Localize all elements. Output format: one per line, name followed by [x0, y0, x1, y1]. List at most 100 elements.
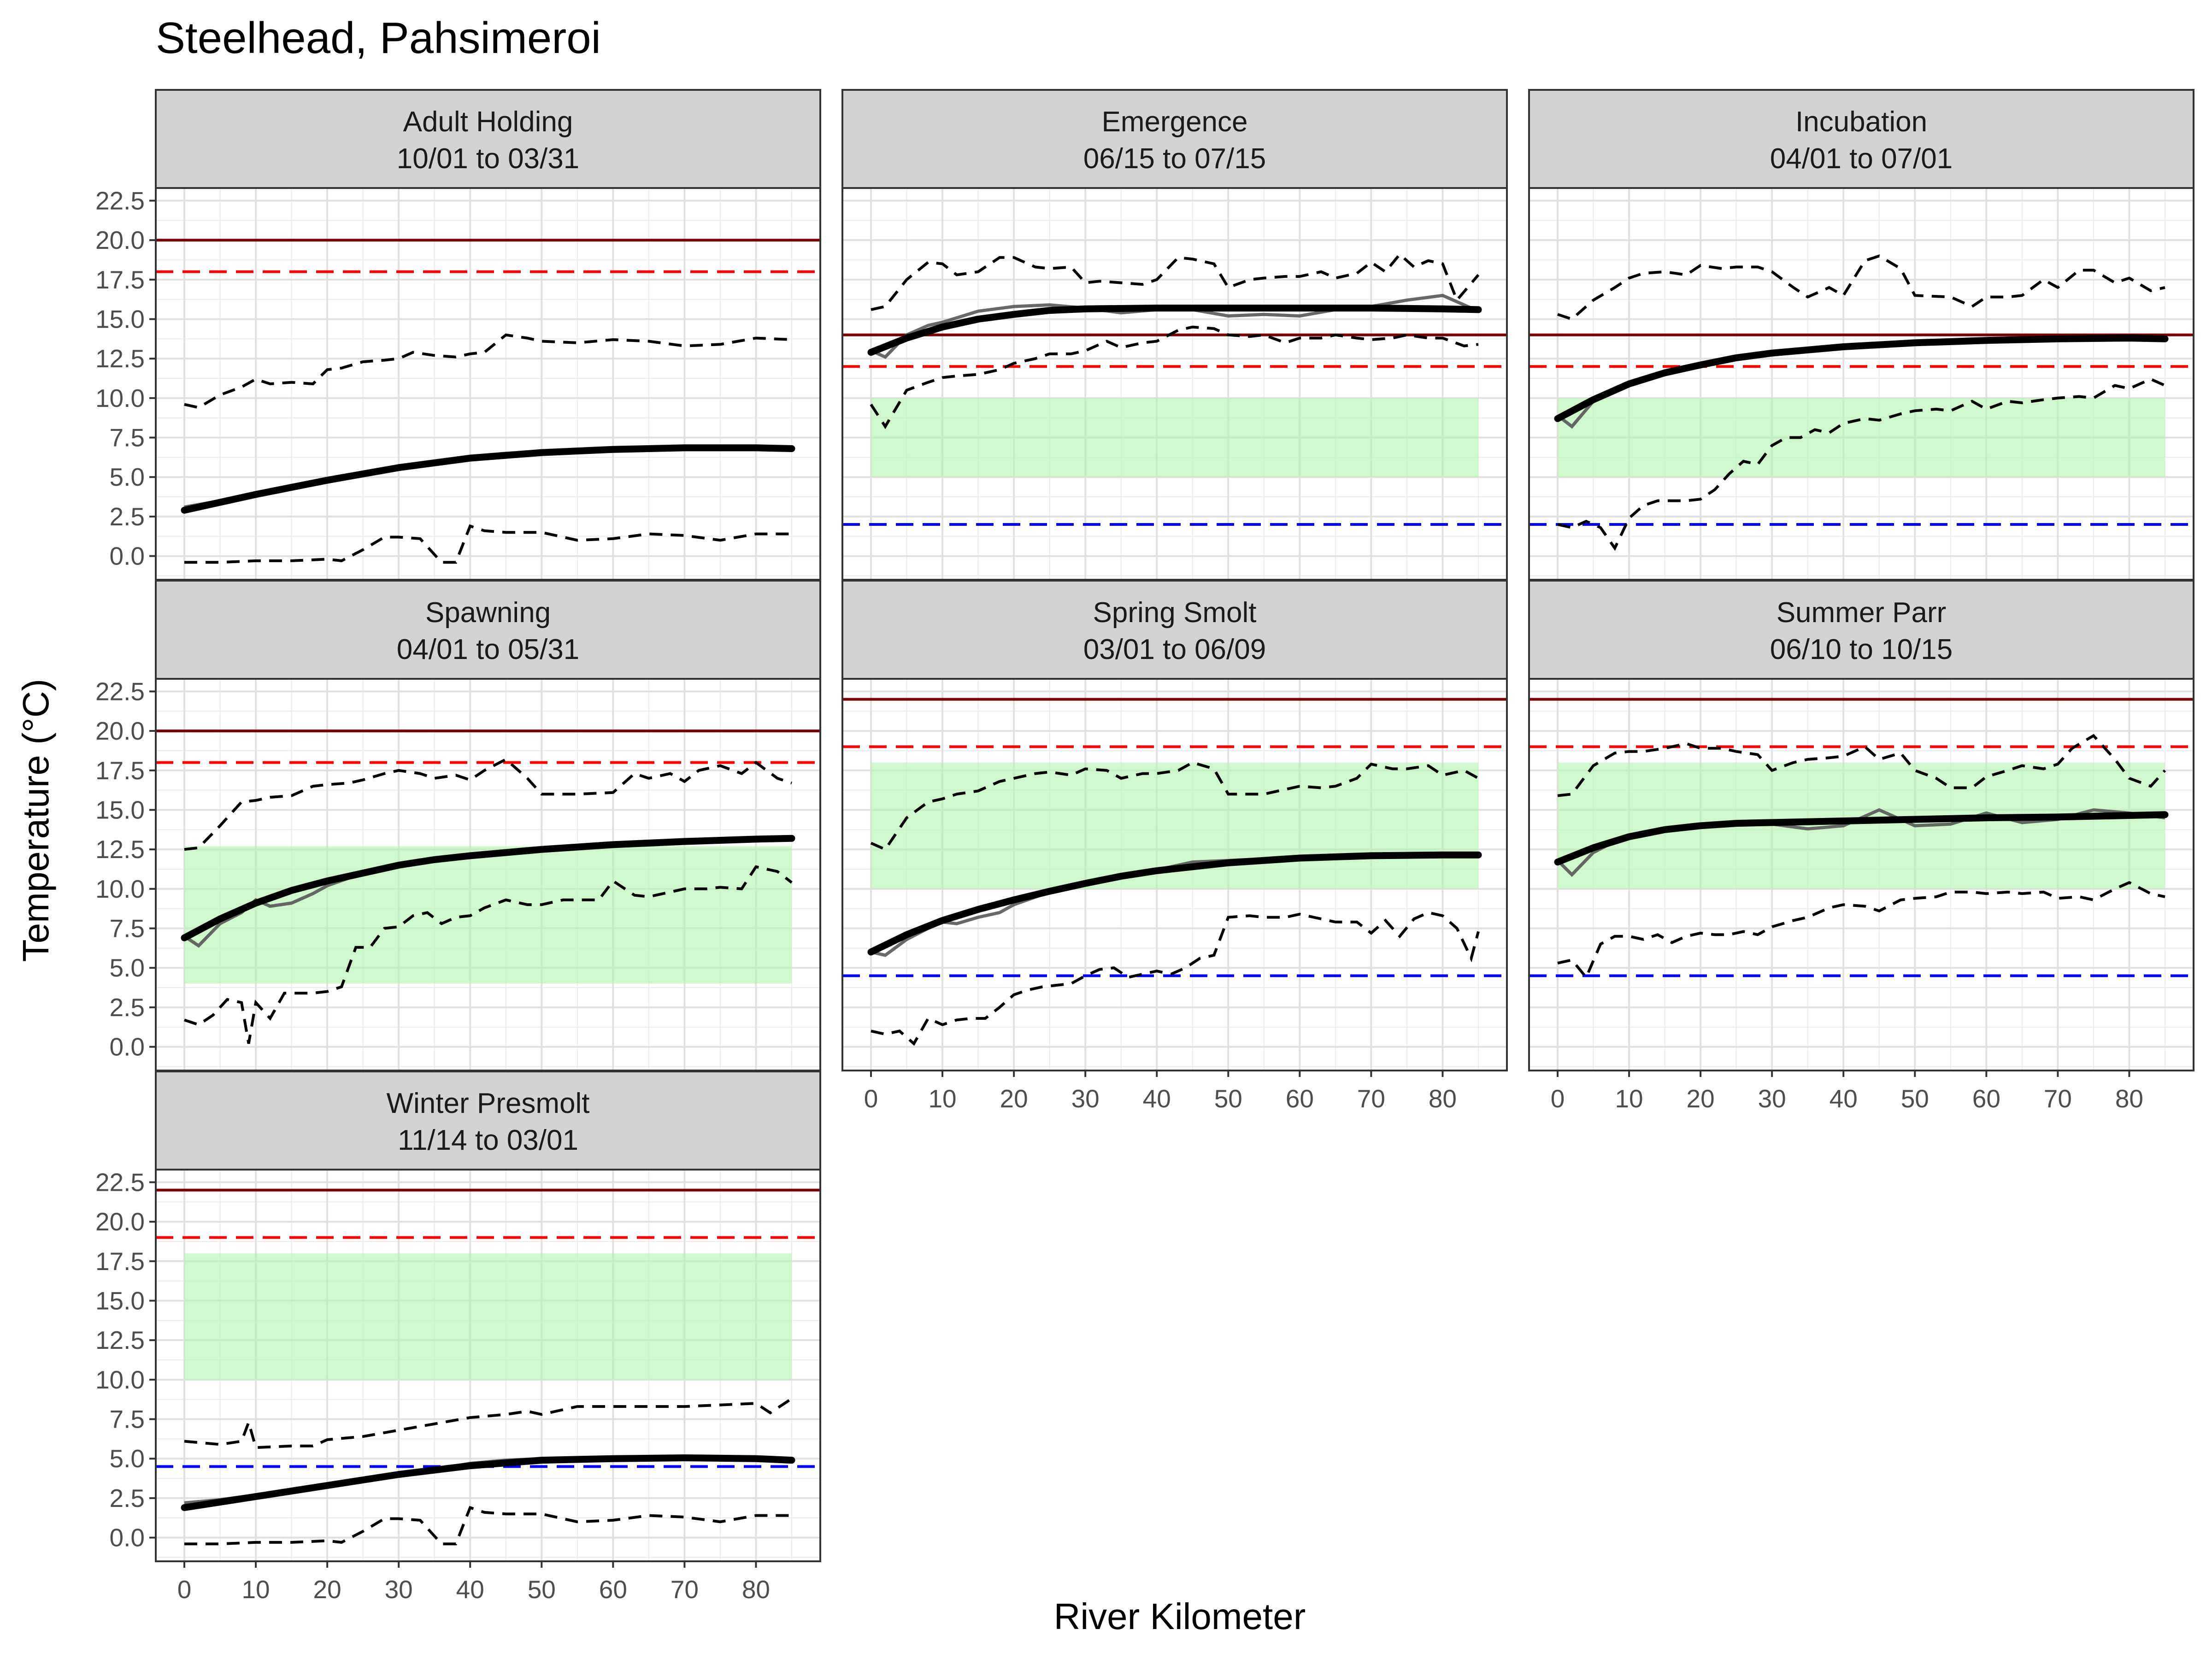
smoothed-trend-line: [181, 444, 795, 514]
panel-border: [841, 678, 1508, 1071]
y-tick-label: 22.5: [95, 1168, 145, 1196]
x-tick-label: 80: [742, 1575, 770, 1604]
panel-emergence: Emergence 06/15 to 07/15: [841, 89, 1508, 581]
smoothed-trend-line: [867, 851, 1482, 956]
panel-winter-presmolt: Winter Presmolt 11/14 to 03/01 0.0 2.5 5.0 7.…: [95, 1071, 821, 1604]
x-tick-label: 20: [313, 1575, 341, 1604]
y-tick-label: 0.0: [110, 542, 145, 571]
strip-spring-smolt: [841, 580, 1508, 680]
y-tick-label: 12.5: [95, 835, 145, 864]
x-tick-label: 10: [241, 1575, 270, 1604]
max-temperature-line: [871, 252, 1480, 311]
strip-emergence: [841, 89, 1508, 189]
max-temperature-line: [870, 761, 1479, 851]
strip-incubation: [1528, 89, 2194, 189]
y-tick-label: 12.5: [95, 344, 145, 373]
smoothed-trend-line: [1554, 335, 2169, 422]
x-tick-label: 30: [1758, 1084, 1786, 1113]
y-tick-label: 22.5: [95, 677, 145, 706]
min-temperature-line: [184, 524, 792, 564]
strip-title: Summer Parr: [1777, 597, 1947, 629]
strip-title: Incubation: [1795, 106, 1927, 138]
smoothed-trend-line: [181, 1454, 795, 1511]
y-tick-label: 0.0: [110, 1033, 145, 1061]
max-temperature-line: [1557, 734, 2166, 797]
optimal-band: [184, 846, 792, 984]
chart-title: Steelhead, Pahsimeroi: [156, 13, 601, 63]
x-tick-label: 70: [1357, 1084, 1385, 1113]
min-temperature-line: [1557, 377, 2166, 551]
strip-dates: 04/01 to 07/01: [1770, 143, 1953, 175]
strip-adult-holding: [155, 89, 821, 189]
y-tick-label: 17.5: [95, 756, 145, 785]
x-tick-label: 10: [928, 1084, 956, 1113]
panels: Adult Holding 10/01 to 03/31 0.0 2.5 5.0 7.5 1…: [95, 89, 2194, 1604]
x-tick-label: 50: [1214, 1084, 1242, 1113]
y-tick-label: 7.5: [110, 424, 145, 452]
x-tick-label: 40: [456, 1575, 484, 1604]
max-temperature-line: [184, 333, 792, 409]
y-tick-label: 20.0: [95, 226, 145, 254]
panel-border: [1528, 678, 2194, 1071]
max-temperature-line: [184, 1397, 793, 1449]
strip-dates: 03/01 to 06/09: [1083, 634, 1266, 665]
plot-area: [842, 188, 1507, 580]
strip-dates: 06/10 to 10/15: [1770, 634, 1953, 665]
y-axis: 0.0 2.5 5.0 7.5 10.0 12.5 15.0 17.5 20.0 22.5: [95, 677, 156, 1061]
x-tick-label: 70: [2044, 1084, 2072, 1113]
y-tick-label: 2.5: [110, 1484, 145, 1512]
min-temperature-line: [871, 911, 1480, 1046]
x-axis: 0 10 20 30 40 50 60 70 80: [1551, 1071, 2143, 1113]
x-tick-label: 50: [528, 1575, 556, 1604]
strip-dates: 04/01 to 05/31: [397, 634, 579, 665]
y-tick-label: 10.0: [95, 1365, 145, 1394]
panel-border: [155, 1169, 821, 1562]
x-tick-label: 20: [1687, 1084, 1715, 1113]
y-axis: 0.0 2.5 5.0 7.5 10.0 12.5 15.0 17.5 20.0 22.5: [95, 1168, 156, 1552]
y-tick-label: 7.5: [110, 914, 145, 943]
x-tick-label: 60: [599, 1575, 627, 1604]
x-tick-label: 60: [1972, 1084, 2000, 1113]
optimal-band: [871, 398, 1478, 477]
panel-summer-parr: Summer Parr 06/10 to 10/15 0 10 20 30 40 50 60 70…: [1528, 580, 2194, 1113]
strip-title: Spawning: [425, 597, 551, 629]
y-tick-label: 0.0: [110, 1524, 145, 1552]
min-temperature-line: [870, 325, 1479, 429]
y-tick-label: 2.5: [110, 502, 145, 531]
x-tick-label: 40: [1830, 1084, 1858, 1113]
min-temperature-line: [1557, 881, 2165, 980]
y-tick-label: 20.0: [95, 1207, 145, 1236]
y-tick-label: 15.0: [95, 795, 145, 824]
x-tick-label: 80: [2115, 1084, 2143, 1113]
max-temperature-line: [1557, 254, 2165, 321]
strip-title: Emergence: [1101, 106, 1247, 138]
y-tick-label: 7.5: [110, 1405, 145, 1434]
panel-incubation: Incubation 04/01 to 07/01: [1528, 89, 2194, 581]
smoothed-trend-line: [867, 305, 1482, 356]
y-tick-label: 22.5: [95, 186, 145, 215]
min-temperature-line: [184, 865, 793, 1044]
x-tick-label: 0: [864, 1084, 878, 1113]
x-tick-label: 80: [1429, 1084, 1457, 1113]
y-tick-label: 15.0: [95, 1286, 145, 1315]
strip-title: Spring Smolt: [1093, 597, 1257, 629]
panel-adult-holding: Adult Holding 10/01 to 03/31 0.0 2.5 5.0 7.5 1…: [95, 89, 821, 581]
x-tick-label: 60: [1286, 1084, 1314, 1113]
optimal-band: [184, 1253, 792, 1380]
x-tick-label: 0: [1551, 1084, 1565, 1113]
min-temperature-line: [184, 1506, 792, 1546]
strip-spawning: [155, 580, 821, 680]
strip-title: Adult Holding: [403, 106, 573, 138]
y-tick-label: 5.0: [110, 1444, 145, 1473]
strip-dates: 10/01 to 03/31: [397, 143, 579, 175]
y-tick-label: 17.5: [95, 1247, 145, 1276]
optimal-band: [1558, 762, 2165, 889]
x-axis: 0 10 20 30 40 50 60 70 80: [864, 1071, 1457, 1113]
y-tick-label: 5.0: [110, 953, 145, 982]
y-tick-label: 15.0: [95, 305, 145, 333]
panel-spawning: Spawning 04/01 to 05/31 0.0 2.5 5.0 7.5 10.0 12…: [95, 580, 821, 1071]
y-tick-label: 20.0: [95, 717, 145, 745]
panel-spring-smolt: Spring Smolt 03/01 to 06/09 0 10 20 30 40 50 60 7…: [841, 580, 1508, 1113]
grid: [156, 188, 820, 580]
